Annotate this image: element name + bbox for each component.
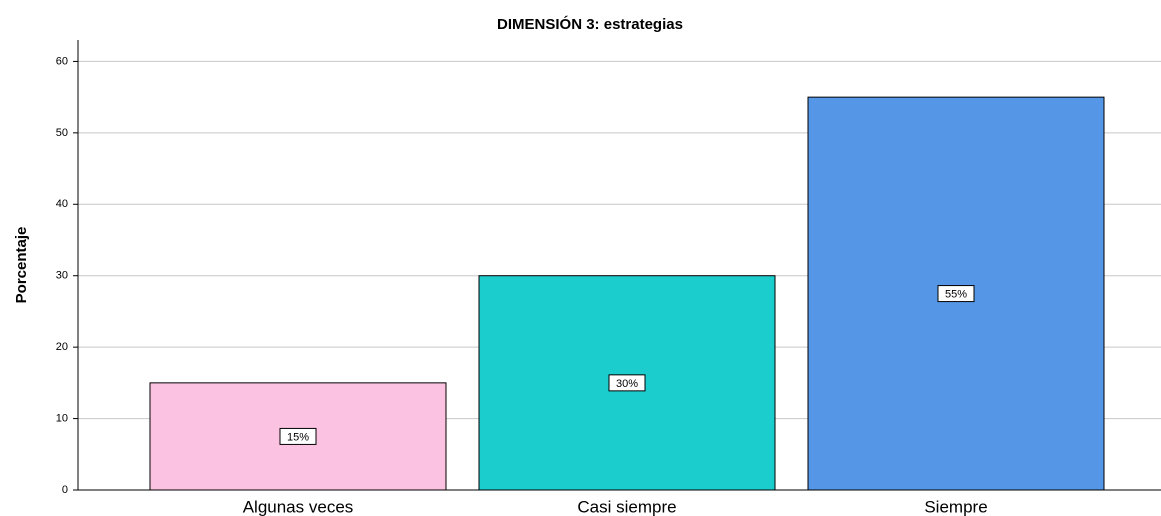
y-axis-label: Porcentaje: [13, 227, 30, 304]
value-label: 15%: [287, 431, 309, 443]
y-tick-label: 0: [62, 484, 68, 496]
x-tick-label: Casi siempre: [577, 497, 676, 516]
value-label: 30%: [616, 378, 638, 390]
x-tick-label: Siempre: [924, 497, 987, 516]
value-label: 55%: [945, 288, 967, 300]
y-tick-label: 40: [56, 198, 68, 210]
value-label-box: [937, 285, 975, 303]
value-label-box: [279, 427, 317, 445]
y-tick-label: 60: [56, 55, 68, 67]
value-label-box: [608, 374, 646, 392]
y-tick-label: 50: [56, 127, 68, 139]
x-tick-label: Algunas veces: [243, 497, 354, 516]
y-tick-label: 10: [56, 412, 68, 424]
chart-title: DIMENSIÓN 3: estrategias: [497, 15, 683, 33]
y-tick-label: 20: [56, 341, 68, 353]
y-tick-label: 30: [56, 270, 68, 282]
